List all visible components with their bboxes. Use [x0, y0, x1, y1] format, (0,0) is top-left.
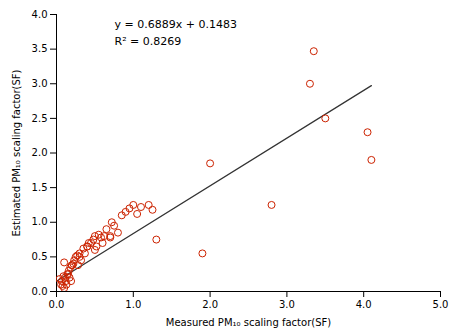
svg-text:0.0: 0.0 — [49, 299, 65, 310]
svg-text:1.5: 1.5 — [32, 182, 48, 193]
svg-text:4.0: 4.0 — [32, 9, 48, 20]
svg-text:4.0: 4.0 — [356, 299, 372, 310]
svg-text:3.0: 3.0 — [32, 78, 48, 89]
svg-text:R² = 0.8269: R² = 0.8269 — [115, 35, 182, 48]
svg-text:3.5: 3.5 — [32, 43, 48, 54]
svg-text:y = 0.6889x + 0.1483: y = 0.6889x + 0.1483 — [115, 18, 237, 31]
svg-text:1.0: 1.0 — [32, 216, 48, 227]
svg-text:Measured PM₁₀ scaling factor(S: Measured PM₁₀ scaling factor(SF) — [166, 317, 331, 328]
svg-text:2.0: 2.0 — [32, 147, 48, 158]
svg-text:5.0: 5.0 — [433, 299, 449, 310]
svg-text:3.0: 3.0 — [279, 299, 295, 310]
svg-text:1.0: 1.0 — [125, 299, 141, 310]
svg-text:Estimated PM₁₀ scaling factor(: Estimated PM₁₀ scaling factor(SF) — [11, 69, 22, 236]
svg-text:0.0: 0.0 — [32, 286, 48, 297]
svg-text:0.5: 0.5 — [32, 251, 48, 262]
svg-text:2.0: 2.0 — [202, 299, 218, 310]
svg-text:2.5: 2.5 — [32, 113, 48, 124]
